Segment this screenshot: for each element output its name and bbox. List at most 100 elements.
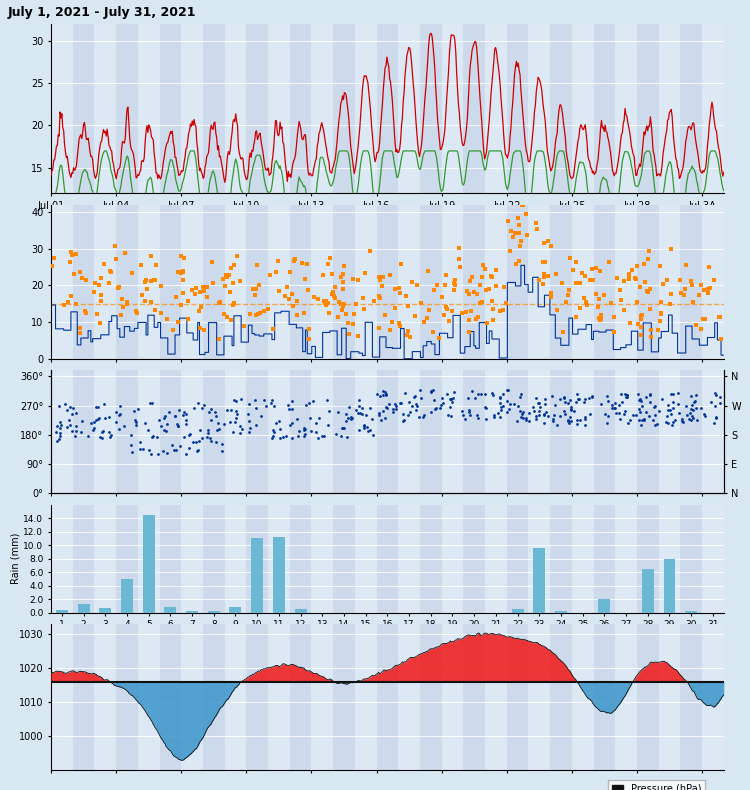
- Point: [224, 416, 236, 428]
- Point: [689, 394, 701, 407]
- Point: [563, 417, 575, 430]
- Point: [395, 397, 407, 410]
- Point: [202, 291, 214, 303]
- Point: [191, 446, 203, 458]
- Point: [192, 443, 204, 456]
- Point: [292, 295, 304, 307]
- Point: [145, 447, 157, 460]
- Point: [112, 281, 125, 294]
- Point: [236, 393, 248, 406]
- Point: [196, 402, 208, 415]
- Point: [264, 269, 276, 281]
- Point: [326, 288, 338, 300]
- Point: [206, 255, 218, 268]
- Point: [448, 276, 460, 289]
- Bar: [290, 624, 311, 770]
- Point: [320, 299, 332, 311]
- Bar: [464, 624, 485, 770]
- Point: [167, 444, 179, 457]
- Point: [623, 268, 635, 280]
- Point: [636, 399, 648, 412]
- Point: [716, 333, 728, 345]
- Point: [320, 297, 332, 310]
- Point: [584, 408, 596, 420]
- Point: [188, 401, 200, 414]
- Point: [652, 418, 664, 431]
- Point: [288, 254, 300, 267]
- Point: [652, 324, 664, 337]
- Point: [374, 408, 386, 421]
- Point: [129, 414, 141, 427]
- Bar: [642, 569, 654, 612]
- Point: [578, 292, 590, 304]
- Point: [494, 305, 506, 318]
- Point: [550, 268, 562, 280]
- Point: [421, 312, 433, 325]
- Point: [152, 448, 164, 461]
- Bar: [56, 610, 68, 612]
- Bar: [686, 611, 698, 612]
- Point: [336, 422, 348, 434]
- Point: [586, 262, 598, 275]
- Point: [691, 413, 703, 426]
- Point: [410, 310, 422, 322]
- Point: [258, 394, 270, 407]
- Point: [662, 417, 674, 430]
- Point: [163, 405, 175, 418]
- Point: [436, 392, 448, 404]
- Point: [159, 409, 171, 422]
- Point: [528, 404, 540, 417]
- Point: [640, 390, 652, 403]
- Point: [613, 399, 625, 412]
- Point: [567, 264, 579, 276]
- Point: [500, 297, 512, 310]
- Point: [340, 308, 352, 321]
- Point: [532, 274, 544, 287]
- Bar: [572, 205, 593, 359]
- Point: [160, 446, 172, 459]
- Point: [666, 419, 678, 431]
- Point: [270, 416, 282, 429]
- Point: [139, 275, 151, 288]
- Point: [389, 282, 401, 295]
- Point: [380, 401, 392, 413]
- Point: [611, 271, 623, 284]
- Bar: [138, 624, 160, 770]
- Point: [464, 314, 476, 326]
- Point: [637, 308, 649, 321]
- Bar: [658, 24, 680, 194]
- Bar: [99, 608, 111, 612]
- Point: [243, 426, 255, 438]
- Point: [221, 404, 233, 416]
- Bar: [615, 205, 637, 359]
- Point: [667, 416, 679, 428]
- Point: [286, 431, 298, 444]
- Point: [194, 322, 206, 335]
- Point: [190, 282, 202, 295]
- Point: [648, 401, 660, 414]
- Point: [688, 396, 700, 408]
- Point: [308, 291, 320, 303]
- Point: [457, 405, 469, 418]
- Point: [376, 389, 388, 401]
- Point: [173, 404, 185, 416]
- Point: [687, 295, 699, 308]
- Point: [326, 268, 338, 280]
- Point: [94, 317, 106, 329]
- Point: [530, 409, 542, 422]
- Point: [466, 385, 478, 397]
- Point: [638, 413, 650, 426]
- Point: [644, 389, 656, 401]
- Point: [227, 299, 239, 311]
- Point: [95, 295, 107, 308]
- Point: [487, 389, 499, 401]
- Bar: [572, 505, 593, 612]
- Point: [538, 408, 550, 421]
- Point: [277, 431, 289, 443]
- Point: [609, 397, 621, 410]
- Point: [520, 412, 532, 424]
- Point: [46, 259, 58, 272]
- Point: [253, 278, 265, 291]
- Point: [219, 280, 231, 292]
- Point: [87, 423, 99, 436]
